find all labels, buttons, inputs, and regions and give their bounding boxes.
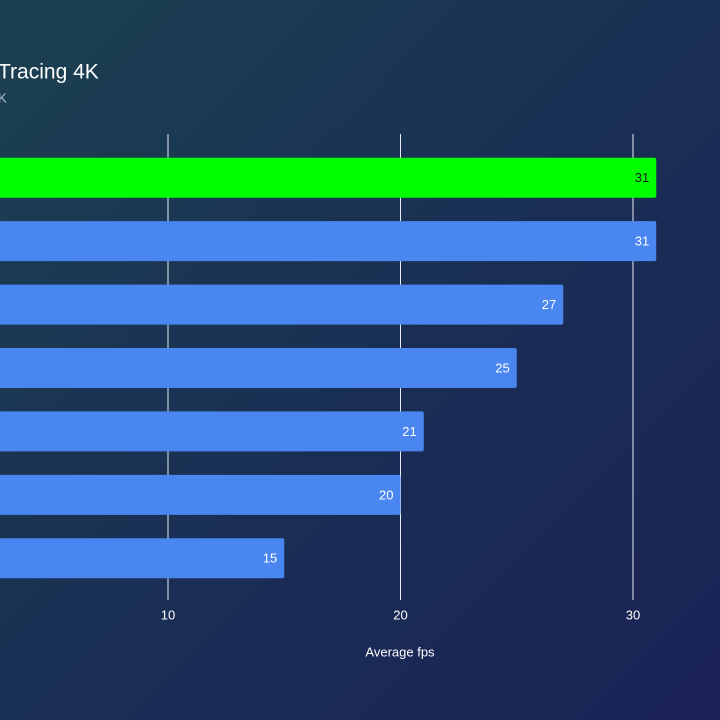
bar bbox=[0, 411, 424, 452]
bar bbox=[0, 284, 564, 325]
bar bbox=[0, 221, 657, 262]
bar bbox=[0, 538, 285, 579]
chart-subtitle: K bbox=[0, 90, 7, 105]
value-label: 25 bbox=[495, 360, 509, 375]
value-label: 27 bbox=[542, 297, 556, 312]
value-label: 21 bbox=[402, 424, 416, 439]
value-label: 20 bbox=[379, 487, 393, 502]
value-label: 31 bbox=[635, 234, 649, 249]
value-label: 31 bbox=[635, 170, 649, 185]
x-tick-label: 30 bbox=[626, 607, 640, 622]
chart-title: Tracing 4K bbox=[0, 61, 99, 84]
x-axis-label: Average fps bbox=[365, 644, 435, 659]
value-label: 15 bbox=[263, 551, 277, 566]
x-tick-label: 20 bbox=[393, 607, 407, 622]
bar bbox=[0, 157, 657, 198]
x-tick-label: 10 bbox=[161, 607, 175, 622]
bar bbox=[0, 474, 401, 515]
bar bbox=[0, 348, 517, 388]
